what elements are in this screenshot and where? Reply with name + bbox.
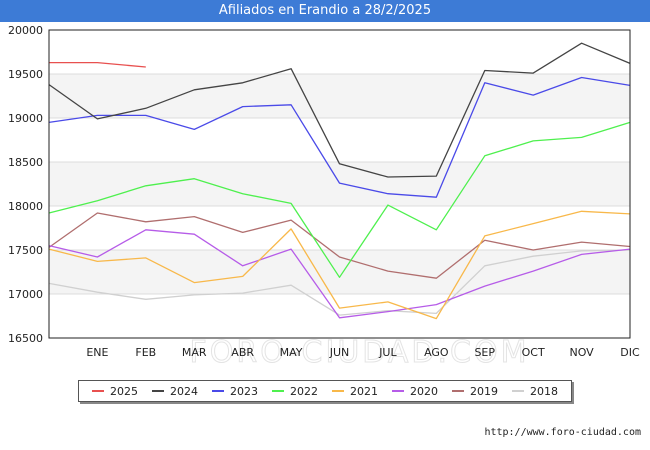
y-tick-label: 18500 xyxy=(8,156,43,169)
x-tick-label: OCT xyxy=(522,346,545,359)
grid-band xyxy=(49,118,630,162)
x-tick-label: ENE xyxy=(86,346,108,359)
series-line-2025 xyxy=(49,61,146,68)
x-tick-label: NOV xyxy=(569,346,594,359)
series-line-2022 xyxy=(48,121,631,278)
x-tick-label: ABR xyxy=(231,346,254,359)
legend-item-2022: 2022 xyxy=(272,385,318,398)
legend-label: 2023 xyxy=(230,384,258,398)
grid-band xyxy=(49,294,630,338)
legend-label: 2020 xyxy=(410,384,438,398)
y-tick-label: 17000 xyxy=(8,288,43,301)
plot-border xyxy=(48,29,631,339)
legend-swatch xyxy=(92,390,104,392)
legend-item-2020: 2020 xyxy=(392,385,438,398)
legend-swatch xyxy=(452,390,464,392)
x-tick-label: MAR xyxy=(182,346,207,359)
y-tick-label: 19000 xyxy=(8,112,43,125)
x-tick-label: AGO xyxy=(424,346,449,359)
series-line-2018 xyxy=(48,249,631,316)
series-line-2019 xyxy=(48,212,631,279)
series-line-2023 xyxy=(48,76,631,198)
series-line-2020 xyxy=(48,229,631,319)
legend-label: 2024 xyxy=(170,384,198,398)
legend-swatch xyxy=(212,390,224,392)
legend-item-2021: 2021 xyxy=(332,385,378,398)
x-tick-label: DIC xyxy=(620,346,640,359)
legend-swatch xyxy=(392,390,404,392)
legend-label: 2018 xyxy=(530,384,558,398)
x-tick-label: SEP xyxy=(474,346,495,359)
x-tick-label: FEB xyxy=(135,346,156,359)
watermark-text: FORO-CIUDAD.COM xyxy=(190,335,530,370)
x-axis-ticks: ENE FEB MAR ABR MAY JUN JUL AGO SEP OCT NOV DIC xyxy=(86,346,640,359)
legend-label: 2025 xyxy=(110,384,138,398)
y-axis-ticks: 16500 17000 17500 18000 18500 19000 19500 20000 xyxy=(8,24,43,345)
legend-swatch xyxy=(332,390,344,392)
series-lines xyxy=(48,42,631,320)
legend-label: 2019 xyxy=(470,384,498,398)
x-tick-label: MAY xyxy=(280,346,303,359)
line-chart: FORO-CIUDAD.COM 16500 17000 17500 18000 1850… xyxy=(8,24,640,371)
y-tick-label: 19500 xyxy=(8,68,43,81)
legend-swatch xyxy=(272,390,284,392)
x-tick-label: JUN xyxy=(329,346,350,359)
grid-band xyxy=(49,30,630,74)
grid-band xyxy=(49,162,630,206)
x-tick-label: JUL xyxy=(378,346,397,359)
legend-item-2023: 2023 xyxy=(212,385,258,398)
legend-label: 2021 xyxy=(350,384,378,398)
legend-swatch xyxy=(512,390,524,392)
y-tick-label: 20000 xyxy=(8,24,43,37)
legend-item-2018: 2018 xyxy=(512,385,558,398)
grid-band xyxy=(49,206,630,250)
legend-item-2024: 2024 xyxy=(152,385,198,398)
series-line-2021 xyxy=(48,210,631,320)
series-line-2024 xyxy=(48,42,631,178)
y-tick-label: 18000 xyxy=(8,200,43,213)
y-tick-label: 17500 xyxy=(8,244,43,257)
grid-bands xyxy=(49,30,630,338)
legend-item-2019: 2019 xyxy=(452,385,498,398)
footer-url: http://www.foro-ciudad.com xyxy=(484,427,641,438)
y-tick-label: 16500 xyxy=(8,332,43,345)
grid-band xyxy=(49,74,630,118)
legend-label: 2022 xyxy=(290,384,318,398)
legend-item-2025: 2025 xyxy=(92,385,138,398)
legend-swatch xyxy=(152,390,164,392)
chart-legend: 2025 2024 2023 2022 2021 2020 2019 2018 xyxy=(78,380,572,402)
chart-title: Afiliados en Erandio a 28/2/2025 xyxy=(0,0,650,22)
